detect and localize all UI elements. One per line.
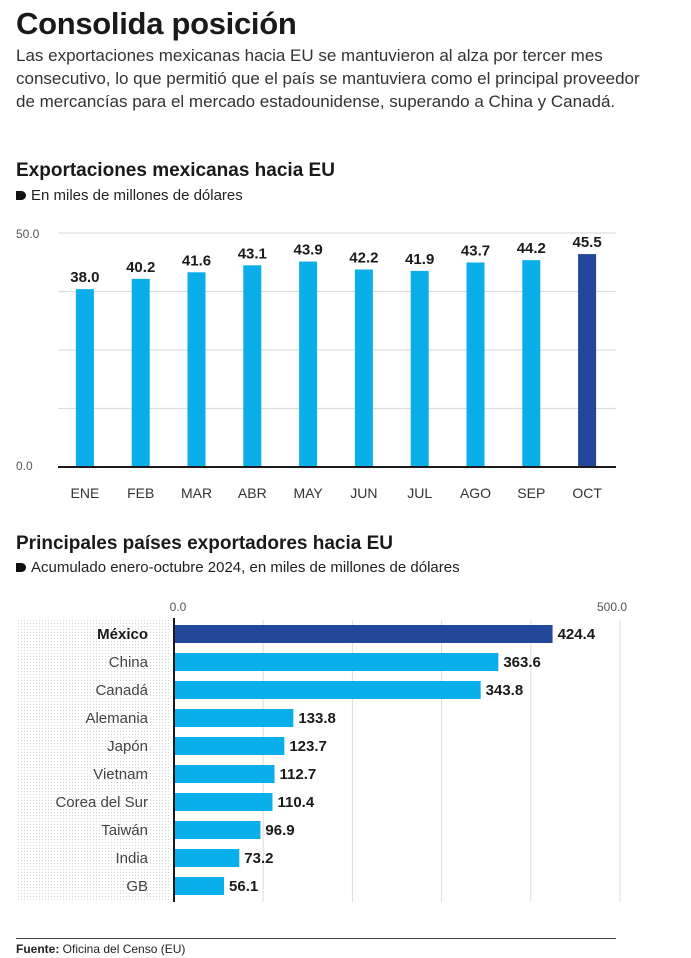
label-panel-background bbox=[16, 620, 171, 902]
bar bbox=[187, 272, 206, 467]
bar bbox=[174, 653, 499, 671]
data-label: 424.4 bbox=[558, 626, 596, 643]
x-tick-label: OCT bbox=[572, 485, 602, 501]
source-note: Fuente: Oficina del Censo (EU) bbox=[16, 942, 185, 956]
bar bbox=[354, 269, 373, 467]
bar bbox=[174, 709, 294, 727]
monthly-chart-subtitle-text: En miles de millones de dólares bbox=[31, 187, 243, 204]
category-label: Japón bbox=[107, 738, 148, 755]
bar bbox=[243, 265, 262, 467]
monthly-exports-chart: 50.0 0.0 38.0 ENE 40.2 FEB 41.6 MAR 43.1 ABR 43.9 M… bbox=[16, 227, 616, 501]
bar bbox=[578, 254, 597, 467]
data-label: 40.2 bbox=[126, 259, 155, 276]
data-label: 363.6 bbox=[503, 654, 541, 671]
x-tick-label: ENE bbox=[71, 485, 100, 501]
data-label: 45.5 bbox=[572, 234, 601, 251]
x-tick-label: ABR bbox=[238, 485, 267, 501]
bar bbox=[174, 681, 481, 699]
category-label: India bbox=[115, 850, 148, 867]
x-tick-label: FEB bbox=[127, 485, 154, 501]
category-label: Canadá bbox=[95, 682, 148, 699]
data-label: 110.4 bbox=[277, 794, 314, 811]
data-label: 43.1 bbox=[238, 245, 267, 262]
data-label: 343.8 bbox=[486, 682, 524, 699]
data-label: 56.1 bbox=[229, 878, 258, 895]
category-label: Alemania bbox=[85, 710, 148, 727]
x-tick-label: JUN bbox=[350, 485, 377, 501]
data-label: 112.7 bbox=[280, 766, 317, 783]
countries-chart-subtitle-text: Acumulado enero-octubre 2024, en miles d… bbox=[31, 559, 460, 576]
bar bbox=[174, 765, 275, 783]
category-label: México bbox=[97, 626, 148, 643]
category-label: Vietnam bbox=[93, 766, 148, 783]
x-tick-label: 500.0 bbox=[597, 600, 627, 614]
x-tick-label: MAR bbox=[181, 485, 212, 501]
category-label: Corea del Sur bbox=[55, 794, 148, 811]
monthly-chart-title: Exportaciones mexicanas hacia EU bbox=[16, 160, 335, 181]
x-tick-label: MAY bbox=[293, 485, 323, 501]
category-label: China bbox=[109, 654, 149, 671]
data-label: 133.8 bbox=[298, 710, 336, 727]
x-tick-label: AGO bbox=[460, 485, 491, 501]
monthly-chart-subtitle: En miles de millones de dólares bbox=[16, 187, 243, 204]
category-label: Taiwán bbox=[101, 822, 148, 839]
category-label: GB bbox=[126, 878, 148, 895]
page-title: Consolida posición bbox=[16, 6, 297, 41]
data-label: 43.7 bbox=[461, 242, 490, 259]
bar bbox=[131, 278, 150, 467]
bar bbox=[174, 737, 285, 755]
x-tick-label: 0.0 bbox=[170, 600, 187, 614]
source-label: Fuente: bbox=[16, 942, 60, 956]
bar bbox=[174, 821, 261, 839]
data-label: 123.7 bbox=[289, 738, 327, 755]
source-divider bbox=[16, 938, 616, 939]
data-label: 41.9 bbox=[405, 251, 434, 268]
bar bbox=[174, 849, 240, 867]
bar bbox=[174, 793, 273, 811]
bar bbox=[75, 289, 94, 467]
y-tick-label: 0.0 bbox=[16, 459, 33, 473]
data-label: 43.9 bbox=[293, 242, 322, 259]
x-tick-label: SEP bbox=[517, 485, 545, 501]
data-label: 38.0 bbox=[70, 269, 99, 286]
countries-chart-subtitle: Acumulado enero-octubre 2024, en miles d… bbox=[16, 559, 460, 576]
bar bbox=[522, 260, 541, 467]
x-tick-label: JUL bbox=[407, 485, 432, 501]
y-tick-label: 50.0 bbox=[16, 227, 40, 241]
bar bbox=[299, 261, 318, 467]
bullet-marker-icon bbox=[16, 191, 26, 200]
bar bbox=[174, 877, 225, 895]
data-label: 42.2 bbox=[349, 250, 378, 267]
bar bbox=[410, 270, 429, 467]
countries-chart-title: Principales países exportadores hacia EU bbox=[16, 533, 394, 554]
data-label: 41.6 bbox=[182, 252, 211, 269]
data-label: 96.9 bbox=[265, 822, 294, 839]
source-text: Oficina del Censo (EU) bbox=[59, 942, 186, 956]
bullet-marker-icon bbox=[16, 563, 26, 572]
data-label: 73.2 bbox=[244, 850, 273, 867]
data-label: 44.2 bbox=[517, 240, 546, 257]
bar bbox=[174, 625, 553, 643]
intro-paragraph: Las exportaciones mexicanas hacia EU se … bbox=[16, 46, 640, 111]
bar bbox=[466, 262, 485, 467]
